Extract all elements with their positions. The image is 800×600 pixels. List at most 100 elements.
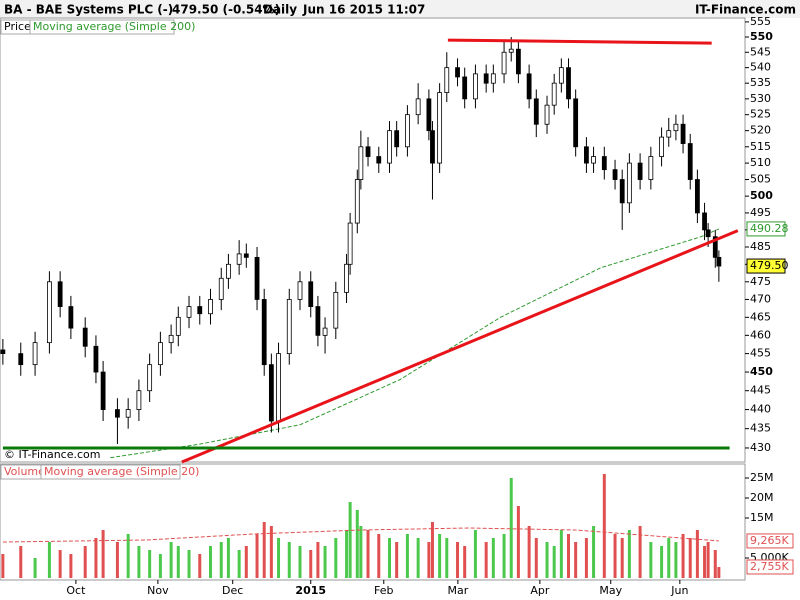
candle-body bbox=[218, 277, 224, 300]
candle-body bbox=[308, 281, 314, 307]
y-tick-label: 485 bbox=[750, 240, 771, 253]
volume-bar bbox=[552, 546, 556, 578]
candle-body bbox=[551, 82, 557, 106]
candle-body bbox=[694, 179, 700, 214]
volume-bar bbox=[126, 534, 130, 578]
candle-body bbox=[354, 179, 360, 224]
candle-body bbox=[526, 73, 532, 100]
candle-body bbox=[591, 156, 596, 164]
y-tick-label: 475 bbox=[750, 275, 771, 288]
candle-body bbox=[558, 67, 564, 84]
candle-body bbox=[673, 123, 679, 132]
header-time: Jun 16 2015 11:07 bbox=[302, 3, 425, 17]
y-tick-label: 555 bbox=[750, 15, 771, 28]
candle-body bbox=[426, 98, 432, 132]
volume-bar bbox=[176, 546, 180, 578]
candle-body bbox=[68, 306, 74, 329]
candle-body bbox=[208, 299, 213, 315]
candle-body bbox=[315, 306, 321, 336]
candle-body bbox=[344, 263, 349, 293]
volume-bar bbox=[438, 534, 442, 578]
candle-body bbox=[365, 146, 371, 157]
volume-bar bbox=[19, 546, 23, 578]
volume-bar bbox=[244, 546, 248, 578]
volume-bar bbox=[94, 538, 98, 578]
candle-body bbox=[333, 291, 339, 329]
header-title: BA - BAE Systems PLC (-) bbox=[4, 3, 173, 17]
candle-body bbox=[136, 390, 142, 410]
volume-bar bbox=[545, 542, 549, 578]
candle-body bbox=[387, 130, 392, 164]
volume-bar bbox=[613, 534, 617, 578]
volume-bar bbox=[509, 478, 513, 578]
x-tick-label: Nov bbox=[147, 584, 169, 597]
y-tick-label: 495 bbox=[750, 206, 771, 219]
volume-bar bbox=[713, 550, 717, 578]
volume-bar bbox=[445, 538, 449, 578]
candle-body bbox=[544, 104, 550, 125]
volume-bar bbox=[287, 542, 291, 578]
volume-bar bbox=[187, 550, 191, 578]
volume-bar bbox=[516, 506, 520, 578]
volume-bar bbox=[277, 538, 281, 578]
volume-bar bbox=[567, 534, 571, 578]
volume-moving-average bbox=[2, 527, 719, 543]
y-tick-label: 450 bbox=[750, 365, 773, 378]
y-tick-label: 435 bbox=[750, 422, 771, 435]
candle-body bbox=[666, 130, 672, 138]
candle-body bbox=[100, 371, 106, 410]
candle-body bbox=[637, 162, 643, 180]
volume-bar bbox=[695, 530, 699, 578]
candle-body bbox=[584, 146, 589, 164]
volume-bar bbox=[491, 538, 495, 578]
header-bar bbox=[0, 0, 800, 18]
candle-body bbox=[626, 162, 632, 204]
x-tick-label: Dec bbox=[222, 584, 243, 597]
volume-frame bbox=[0, 463, 746, 581]
candle-body bbox=[236, 253, 242, 265]
y-tick-label: 430 bbox=[750, 441, 771, 454]
candle-body bbox=[186, 306, 192, 318]
volume-bar bbox=[323, 546, 327, 578]
candle-body bbox=[18, 353, 24, 366]
volume-bar bbox=[706, 542, 710, 578]
volume-bar bbox=[405, 534, 409, 578]
volume-bar bbox=[717, 566, 721, 578]
candle-body bbox=[358, 146, 364, 180]
volume-bar bbox=[681, 534, 685, 578]
candle-body bbox=[515, 48, 521, 75]
volume-bar bbox=[355, 510, 359, 578]
value-marker bbox=[746, 533, 794, 549]
y-tick-label: 505 bbox=[750, 173, 771, 186]
volume-bar bbox=[1, 554, 5, 578]
candle-body bbox=[680, 123, 686, 144]
value-marker-label: 479.50 bbox=[750, 259, 789, 272]
volume-bar bbox=[703, 546, 707, 578]
candle-body bbox=[243, 253, 249, 258]
volume-bar bbox=[219, 542, 223, 578]
candle-body bbox=[483, 73, 489, 84]
y-tick-label: 525 bbox=[750, 108, 771, 121]
candle-body bbox=[157, 342, 163, 366]
candle-body bbox=[297, 281, 303, 300]
y-tick-label: 460 bbox=[750, 328, 771, 341]
volume-bar bbox=[574, 542, 578, 578]
volume-bar bbox=[269, 526, 273, 578]
x-tick-label: Apr bbox=[530, 584, 550, 597]
volume-bar bbox=[502, 534, 506, 578]
y-tick-label: 550 bbox=[750, 30, 773, 43]
candle-body bbox=[508, 48, 514, 53]
volume-bar bbox=[620, 538, 624, 578]
volume-bar bbox=[674, 542, 678, 578]
x-tick-label: May bbox=[599, 584, 622, 597]
candle-body bbox=[437, 92, 443, 164]
candle-body bbox=[705, 229, 711, 238]
volume-bar bbox=[463, 546, 467, 578]
y-tick-label: 445 bbox=[750, 384, 771, 397]
y-tick-label: 440 bbox=[750, 403, 771, 416]
y-tick-label: 540 bbox=[750, 61, 771, 74]
volume-bar bbox=[377, 534, 381, 578]
volume-bar bbox=[209, 546, 213, 578]
y-tick-label: 470 bbox=[750, 292, 771, 305]
